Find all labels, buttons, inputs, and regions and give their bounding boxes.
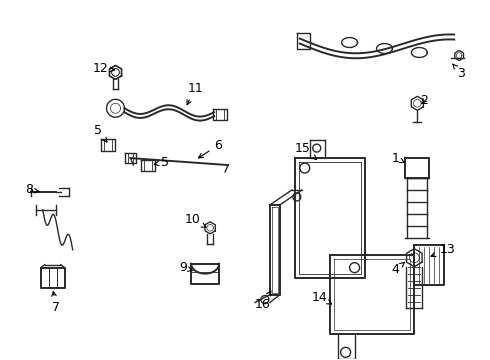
Text: 4: 4 bbox=[392, 262, 405, 276]
Text: 16: 16 bbox=[255, 291, 271, 311]
Text: 9: 9 bbox=[179, 261, 193, 274]
Text: 5: 5 bbox=[154, 156, 170, 168]
Text: 3: 3 bbox=[453, 64, 465, 80]
Text: 13: 13 bbox=[431, 243, 455, 257]
Text: 7: 7 bbox=[52, 292, 60, 314]
Text: 12: 12 bbox=[93, 62, 115, 75]
Text: 11: 11 bbox=[187, 82, 203, 105]
Text: 2: 2 bbox=[420, 94, 428, 107]
Text: 15: 15 bbox=[295, 141, 317, 159]
Text: 5: 5 bbox=[94, 124, 107, 142]
Text: 6: 6 bbox=[198, 139, 222, 158]
Text: 10: 10 bbox=[184, 213, 206, 227]
Text: 8: 8 bbox=[25, 184, 39, 197]
Text: 1: 1 bbox=[392, 152, 405, 165]
Text: 14: 14 bbox=[312, 291, 332, 304]
